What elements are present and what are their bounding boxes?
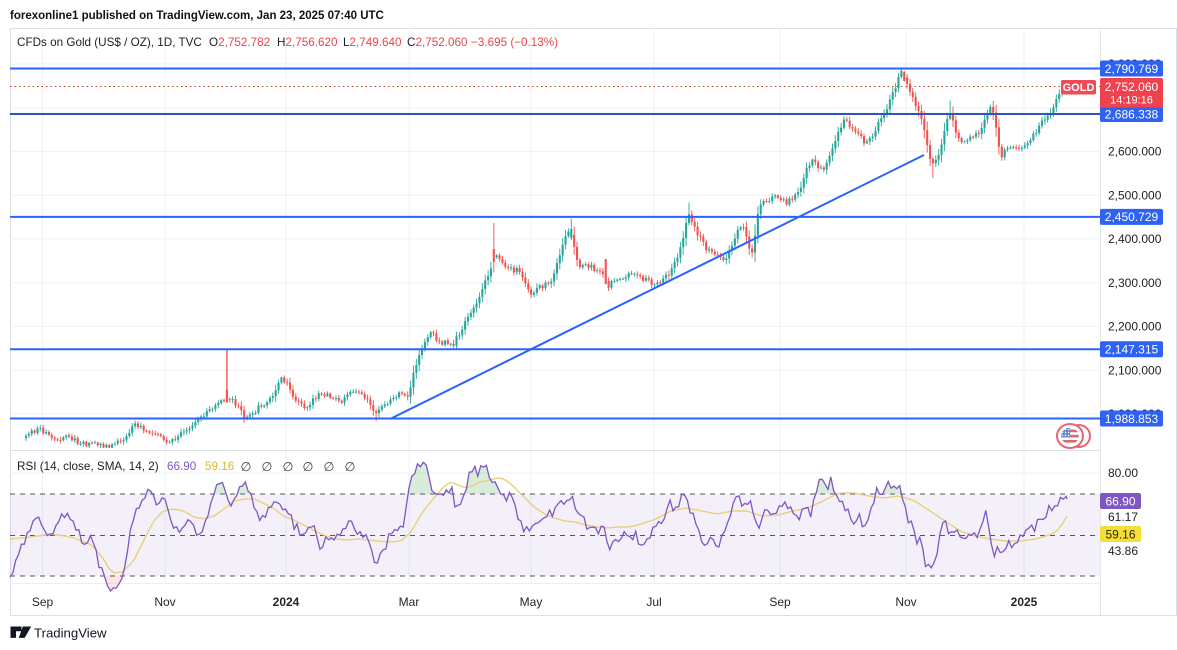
svg-text:CFDs on Gold (US$ / OZ), 1D, T: CFDs on Gold (US$ / OZ), 1D, TVC <box>17 36 202 49</box>
svg-text:∅: ∅ <box>283 460 294 474</box>
svg-text:Mar: Mar <box>399 595 420 609</box>
svg-text:Jul: Jul <box>646 595 661 609</box>
svg-text:O2,752.782: O2,752.782 <box>209 36 270 49</box>
svg-text:43.86: 43.86 <box>1108 544 1138 558</box>
svg-text:66.90: 66.90 <box>167 460 197 473</box>
svg-text:∅: ∅ <box>262 460 273 474</box>
svg-text:forexonline1 published on Trad: forexonline1 published on TradingView.co… <box>10 10 384 22</box>
svg-text:∅: ∅ <box>345 460 356 474</box>
svg-text:∅: ∅ <box>303 460 314 474</box>
svg-text:80.00: 80.00 <box>1108 466 1138 480</box>
svg-text:2024: 2024 <box>273 595 300 609</box>
svg-text:2,450.729: 2,450.729 <box>1105 210 1159 224</box>
svg-text:−3.695 (−0.13%): −3.695 (−0.13%) <box>471 36 558 49</box>
svg-text:2,200.000: 2,200.000 <box>1108 320 1162 334</box>
svg-text:C2,752.060: C2,752.060 <box>407 36 468 49</box>
svg-text:1,988.853: 1,988.853 <box>1105 412 1159 426</box>
svg-text:2,790.769: 2,790.769 <box>1105 62 1159 76</box>
svg-text:59.16: 59.16 <box>205 460 234 473</box>
svg-text:Nov: Nov <box>154 595 175 609</box>
svg-text:L2,749.640: L2,749.640 <box>343 36 402 49</box>
svg-text:2025: 2025 <box>1011 595 1038 609</box>
svg-text:H2,756.620: H2,756.620 <box>277 36 338 49</box>
svg-text:GOLD: GOLD <box>1063 82 1095 94</box>
svg-text:2,300.000: 2,300.000 <box>1108 276 1162 290</box>
svg-text:2,500.000: 2,500.000 <box>1108 188 1162 202</box>
svg-text:2,600.000: 2,600.000 <box>1108 145 1162 159</box>
svg-text:Sep: Sep <box>769 595 791 609</box>
svg-text:RSI (14, close, SMA, 14, 2): RSI (14, close, SMA, 14, 2) <box>17 460 159 473</box>
svg-text:66.90: 66.90 <box>1105 494 1135 508</box>
svg-text:59.16: 59.16 <box>1105 527 1135 541</box>
svg-text:Sep: Sep <box>32 595 54 609</box>
svg-text:May: May <box>520 595 543 609</box>
svg-text:2,752.060: 2,752.060 <box>1105 80 1159 94</box>
svg-text:2,400.000: 2,400.000 <box>1108 232 1162 246</box>
svg-text:61.17: 61.17 <box>1108 510 1138 524</box>
svg-text:Nov: Nov <box>895 595 916 609</box>
svg-text:14:19:16: 14:19:16 <box>1110 95 1153 107</box>
svg-text:2,100.000: 2,100.000 <box>1108 363 1162 377</box>
svg-text:2,147.315: 2,147.315 <box>1105 343 1159 357</box>
svg-text:∅: ∅ <box>324 460 335 474</box>
svg-text:TradingView: TradingView <box>34 626 107 641</box>
svg-text:2,686.338: 2,686.338 <box>1105 107 1159 121</box>
svg-text:∅: ∅ <box>241 460 252 474</box>
